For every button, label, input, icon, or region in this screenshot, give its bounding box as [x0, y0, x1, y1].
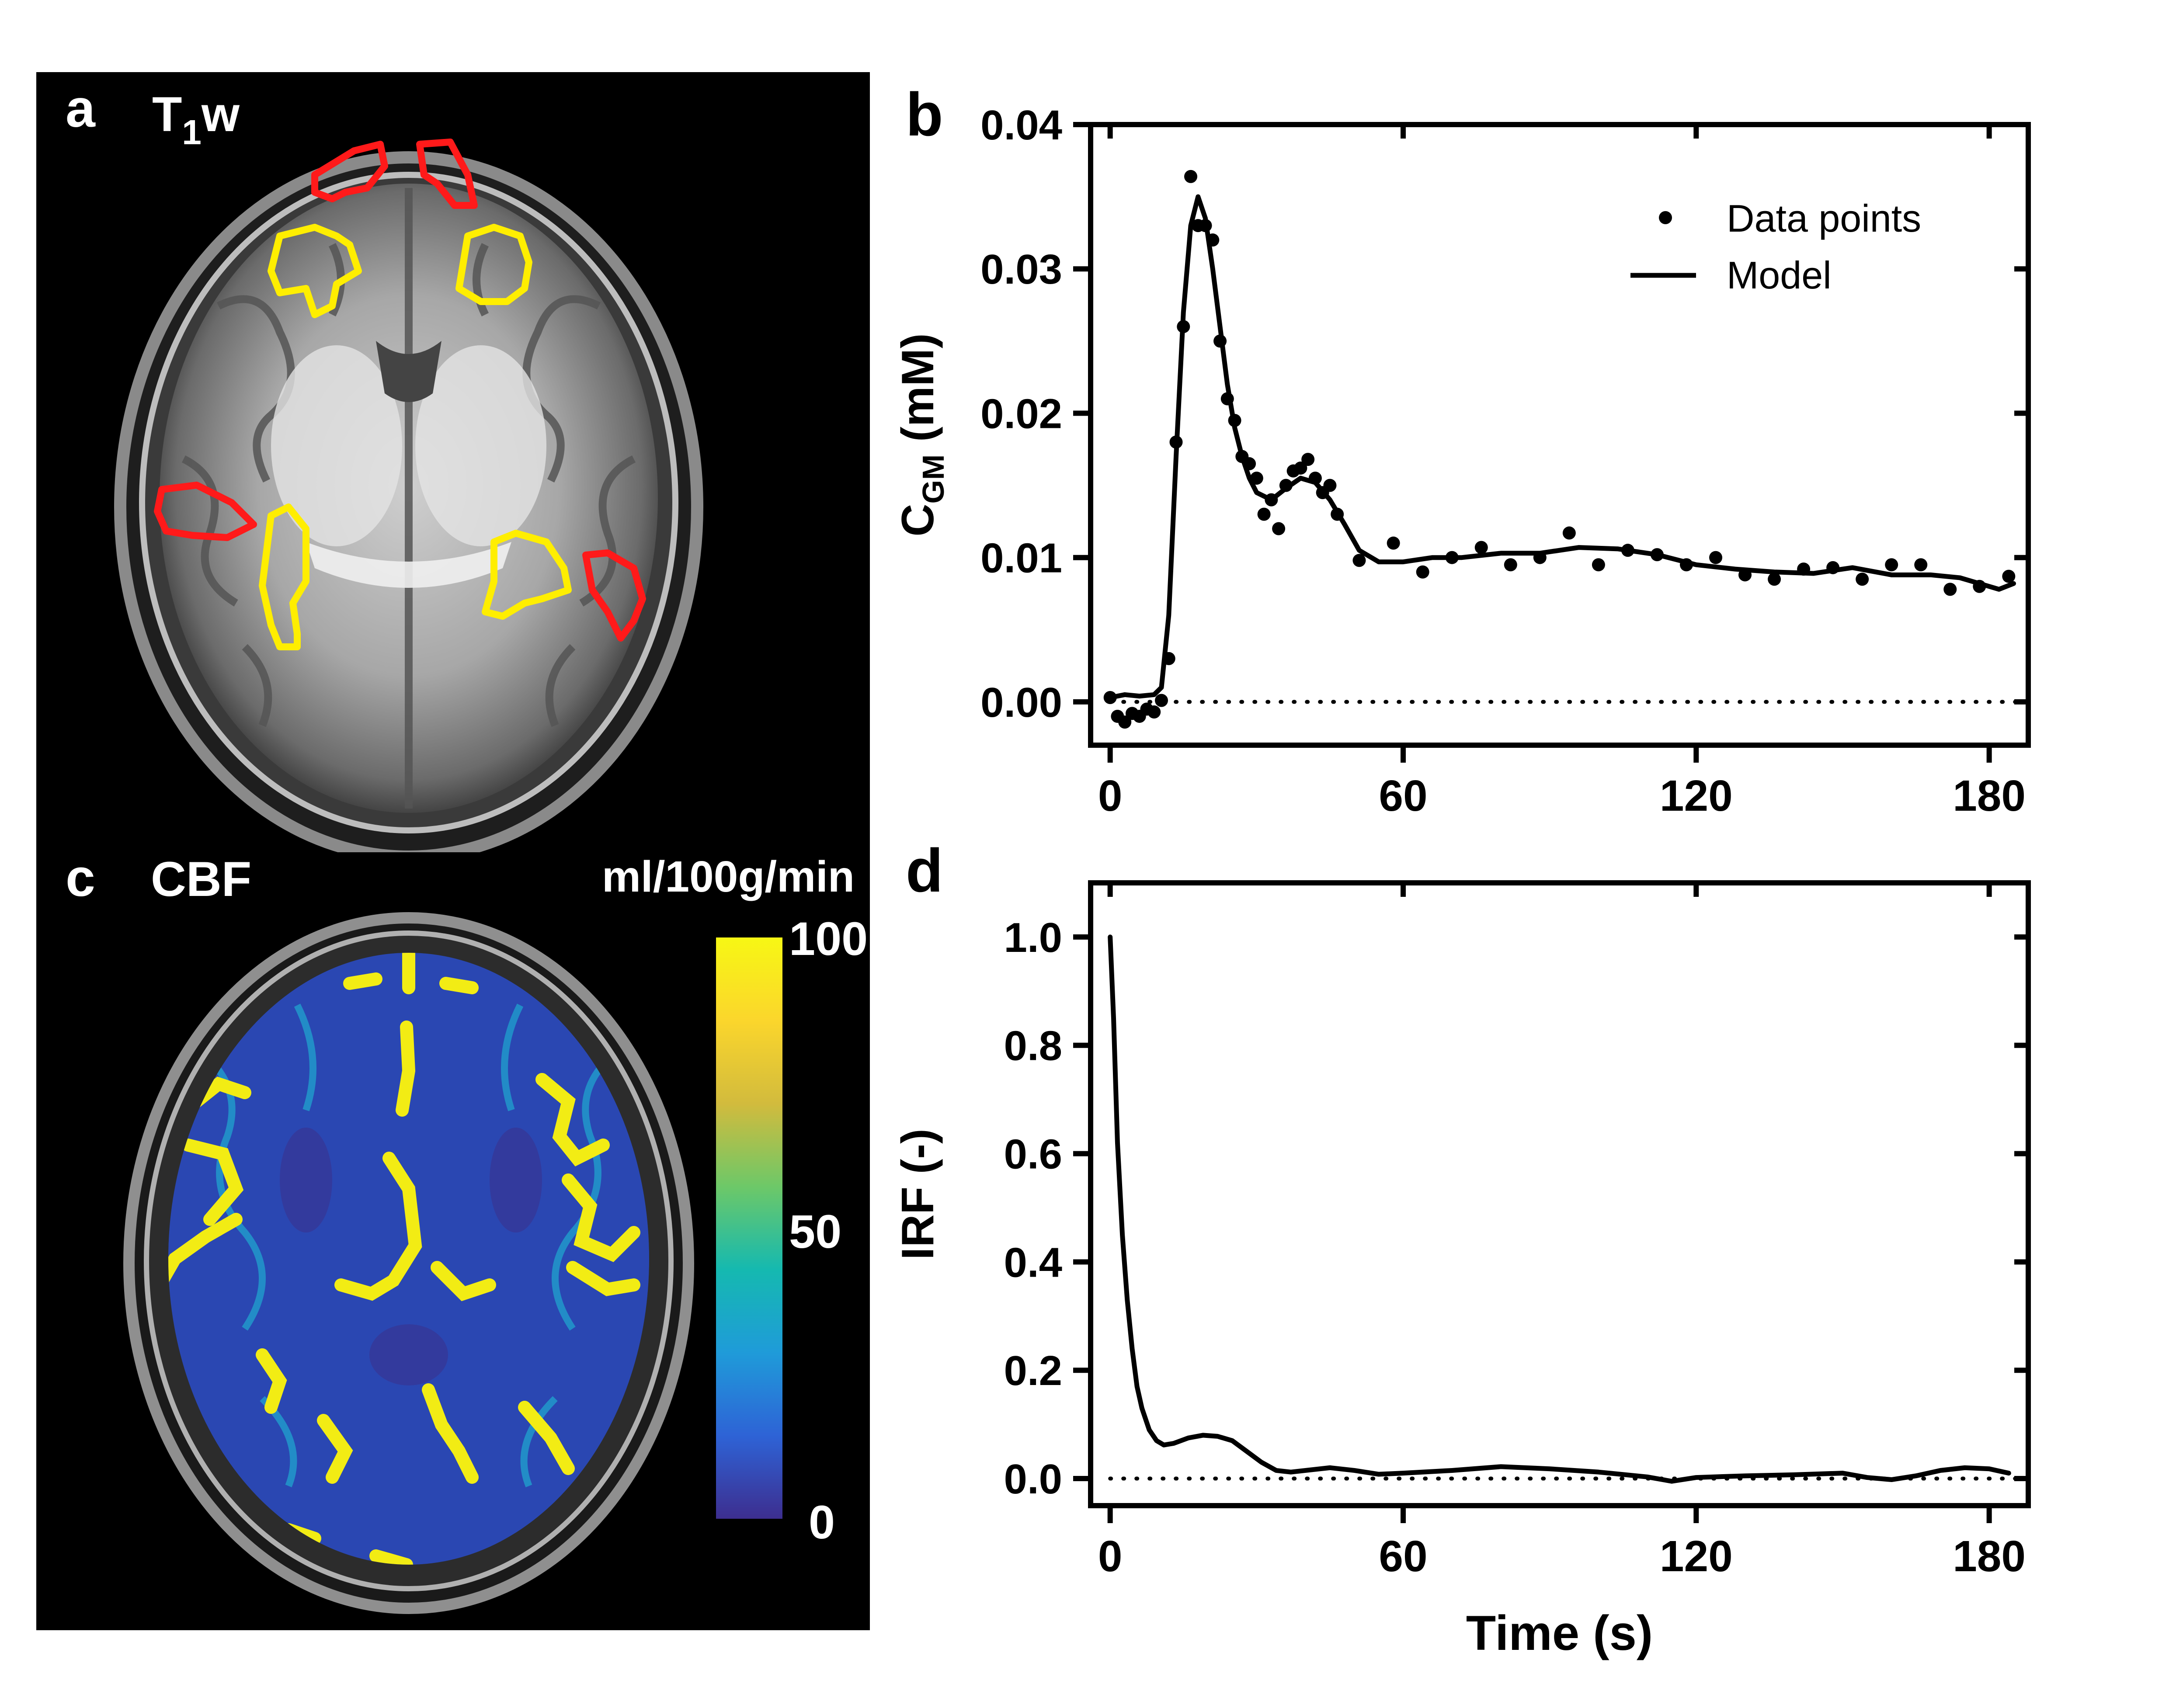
chart-b-data-point: [1474, 541, 1488, 554]
chart-b-data-point: [1147, 705, 1161, 719]
cbf-colorbar: [716, 937, 782, 1519]
roi-gray-matter-lateral-right: [582, 549, 646, 642]
chart-b-ytick-label: 0.01: [980, 535, 1062, 582]
chart-b-data-point: [1943, 583, 1957, 596]
chart-b-data-point: [1914, 558, 1928, 572]
panel-a-title-subscript: 1: [182, 113, 202, 152]
panel-letter-c: c: [66, 848, 95, 907]
chart-b-data-point: [1387, 536, 1400, 550]
chart-b-data-point: [1416, 565, 1429, 579]
legend-points-label: Data points: [1727, 197, 1921, 240]
chart-b-data-point: [1885, 558, 1898, 572]
chart-b-data-point: [1504, 558, 1517, 572]
chart-d-xtick-label: 0: [1098, 1532, 1123, 1581]
chart-b-data-point: [1709, 551, 1722, 564]
chart-b-data-point: [1856, 573, 1869, 586]
chart-b-ytick-label: 0.00: [980, 679, 1062, 726]
roi-gray-matter-frontal-left: [311, 141, 388, 202]
chart-b-ylabel-subscript: GM: [916, 455, 950, 504]
colorbar-tick-50: 50: [789, 1205, 841, 1258]
chart-b-xtick-label: 60: [1379, 771, 1427, 820]
chart-b-data-point: [1301, 453, 1315, 466]
roi-white-matter-frontal-left: [268, 224, 362, 318]
chart-b-xtick-label: 120: [1660, 771, 1733, 820]
chart-b-data-point: [1257, 507, 1271, 521]
chart-b-ylabel-end: (mM): [893, 333, 943, 454]
t1w-brain-image: [114, 151, 703, 863]
chart-b-data-point: [1118, 715, 1132, 729]
chart-b-ylabel-main: C: [893, 503, 943, 536]
panel-a-title: T1w: [152, 87, 240, 152]
panel-letter-a: a: [66, 79, 96, 138]
chart-b-data-point: [1184, 170, 1198, 183]
chart-d-xlabel: Time (s): [1466, 1606, 1653, 1660]
chart-b-axes-layer: 0 60 120 180 0.00 0.01 0.02 0.03 0.04: [980, 102, 2028, 820]
chart-d-marks-layer: [1108, 934, 2011, 1484]
chart-b-data-point: [1294, 461, 1307, 475]
chart-b-data-point: [2002, 569, 2016, 583]
colorbar-tick-100: 100: [789, 912, 868, 965]
legend-model-label: Model: [1727, 253, 1832, 297]
panel-a: a T1w: [36, 72, 870, 863]
colorbar-unit-label: ml/100g/min: [602, 852, 855, 901]
chart-b-data-point: [1323, 479, 1337, 492]
chart-d-xtick-label: 180: [1953, 1532, 2026, 1581]
panel-b: b 0 60 120 180 0.00 0.01 0.02 0.03 0.04 CGM (mM)…: [893, 80, 2031, 820]
cbf-high-flow-regions: [168, 953, 640, 1565]
roi-white-matter-posterior-left: [259, 503, 309, 650]
chart-b-data-point: [1592, 558, 1605, 572]
chart-d-ytick-label: 1.0: [1004, 914, 1062, 961]
panel-a-title-main: T: [152, 87, 182, 142]
chart-b-data-point: [1154, 694, 1168, 707]
chart-d-ytick-label: 0.8: [1004, 1023, 1062, 1069]
chart-b-xtick-label: 0: [1098, 771, 1123, 820]
chart-d-plot-frame: [1088, 880, 2031, 1508]
chart-d-ytick-label: 0.2: [1004, 1347, 1062, 1394]
chart-b-marks-layer: [1103, 170, 2016, 729]
chart-b-ylabel: CGM (mM): [893, 333, 950, 536]
chart-d-series-line-0: [1108, 934, 2011, 1484]
panel-letter-d: d: [906, 836, 943, 905]
legend-points-marker: [1659, 211, 1672, 224]
chart-d-ytick-label: 0.0: [1004, 1456, 1062, 1503]
roi-gray-matter-frontal-right: [416, 139, 478, 209]
chart-b-data-point: [1768, 573, 1781, 586]
panel-c-title: CBF: [151, 852, 251, 906]
roi-gray-matter-lateral-left: [154, 482, 257, 541]
panel-a-title-end: w: [201, 87, 240, 142]
roi-white-matter-posterior-right: [482, 530, 572, 620]
cbf-brain-map: [123, 912, 694, 1614]
cbf-texture: [168, 953, 649, 1565]
chart-b-legend: Data points Model: [1630, 197, 1921, 297]
panel-c: c CBF ml/100g/min 100 50 0: [36, 848, 870, 1630]
chart-b-series-line-model: [1108, 194, 2016, 700]
chart-b-data-point: [1272, 522, 1286, 535]
chart-d-xtick-label: 60: [1379, 1532, 1427, 1581]
roi-outlines: [154, 139, 646, 650]
panel-d: d 0 60 120 180 0.0 0.2 0.4 0.6 0.8 1.0 IRF (-) Ti…: [893, 836, 2031, 1660]
chart-b-data-point: [1562, 526, 1576, 540]
chart-d-axes-layer: 0 60 120 180 0.0 0.2 0.4 0.6 0.8 1.0: [1004, 883, 2028, 1581]
panel-letter-b: b: [906, 80, 943, 149]
chart-b-ytick-label: 0.02: [980, 390, 1062, 437]
chart-d-ytick-label: 0.4: [1004, 1239, 1062, 1286]
chart-d-xtick-label: 120: [1660, 1532, 1733, 1581]
chart-b-ytick-label: 0.04: [980, 102, 1062, 149]
chart-b-ytick-label: 0.03: [980, 246, 1062, 293]
chart-b-data-point: [1352, 554, 1366, 567]
chart-b-xtick-label: 180: [1953, 771, 2026, 820]
colorbar-tick-0: 0: [809, 1496, 835, 1548]
chart-d-ytick-label: 0.6: [1004, 1131, 1062, 1178]
chart-d-ylabel: IRF (-): [893, 1128, 943, 1260]
roi-white-matter-frontal-right: [455, 224, 532, 305]
chart-b-plot-frame: [1088, 122, 2031, 748]
